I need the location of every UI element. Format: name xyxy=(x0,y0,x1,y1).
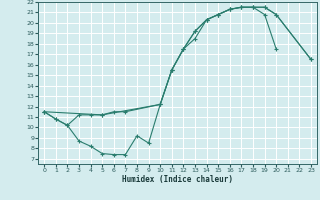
X-axis label: Humidex (Indice chaleur): Humidex (Indice chaleur) xyxy=(122,175,233,184)
